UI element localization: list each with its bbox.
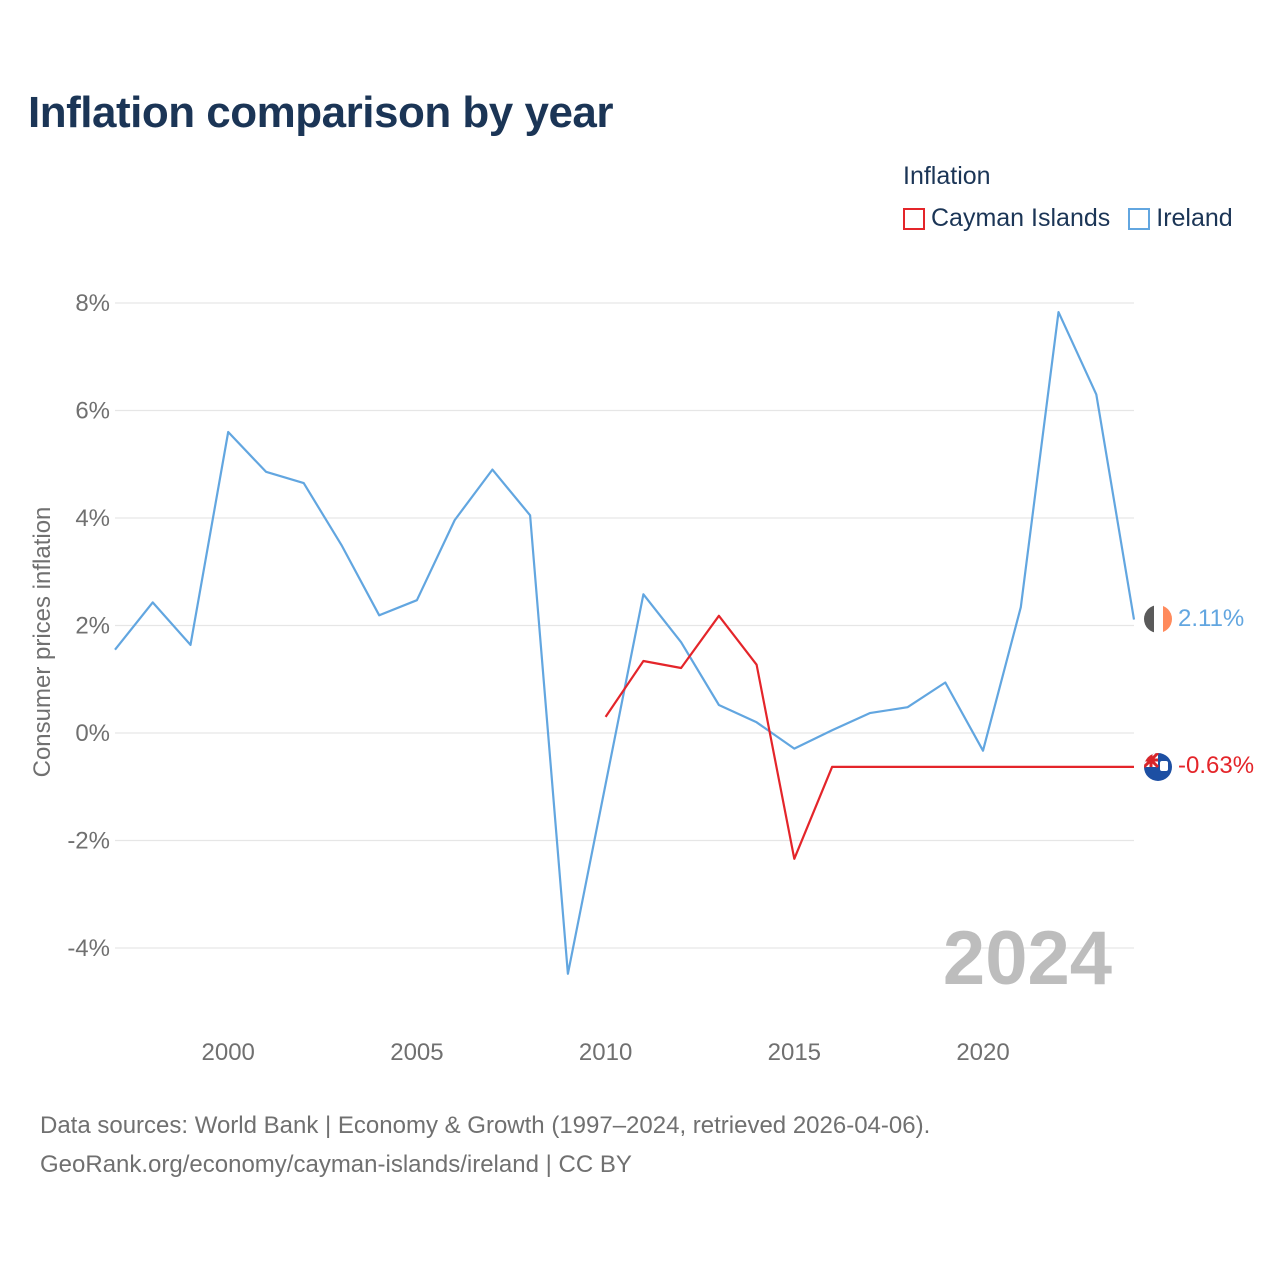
legend: Cayman Islands Ireland [903, 204, 1233, 233]
grid [115, 302, 1134, 949]
cayman-islands-end-label: -0.63% [1178, 752, 1254, 779]
y-axis-label: Consumer prices inflation [29, 507, 56, 778]
year-watermark: 2024 [943, 916, 1112, 1001]
x-tick-label: 2015 [768, 1039, 821, 1066]
ireland-end-label: 2.11% [1178, 605, 1244, 632]
y-tick-label: 8% [75, 290, 110, 317]
y-tick-label: -4% [67, 935, 110, 962]
x-tick-label: 2020 [956, 1039, 1009, 1066]
source-note: Data sources: World Bank | Economy & Gro… [40, 1106, 930, 1184]
chart-title: Inflation comparison by year [28, 88, 614, 137]
legend-item-ireland[interactable]: Ireland [1128, 204, 1233, 233]
y-axis: 8% 6% 4% 2% 0% -2% -4% [67, 290, 110, 962]
series-line-ireland [114, 311, 1136, 975]
legend-title: Inflation [903, 162, 991, 190]
y-tick-label: -2% [67, 828, 110, 855]
legend-swatch-ireland [1128, 207, 1151, 230]
y-tick-label: 6% [75, 398, 110, 425]
ireland-flag-icon [1144, 605, 1172, 633]
legend-item-cayman-islands[interactable]: Cayman Islands [903, 204, 1110, 233]
x-tick-label: 2010 [579, 1039, 632, 1066]
legend-swatch-cayman-islands [903, 207, 925, 230]
legend-label-cayman-islands: Cayman Islands [931, 204, 1111, 232]
x-tick-label: 2000 [202, 1039, 255, 1066]
y-tick-label: 0% [75, 720, 110, 747]
series-group [114, 311, 1136, 975]
legend-label-ireland: Ireland [1156, 204, 1233, 232]
y-tick-label: 4% [75, 505, 110, 532]
x-axis: 2000 2005 2010 2015 2020 [202, 1039, 1010, 1066]
source-line-2[interactable]: GeoRank.org/economy/cayman-islands/irela… [40, 1151, 632, 1178]
series-line-cayman-islands [604, 614, 1134, 860]
source-line-1: Data sources: World Bank | Economy & Gro… [40, 1112, 931, 1139]
x-tick-label: 2005 [390, 1039, 443, 1066]
cayman-islands-flag-icon [1144, 753, 1172, 781]
y-tick-label: 2% [75, 613, 110, 640]
